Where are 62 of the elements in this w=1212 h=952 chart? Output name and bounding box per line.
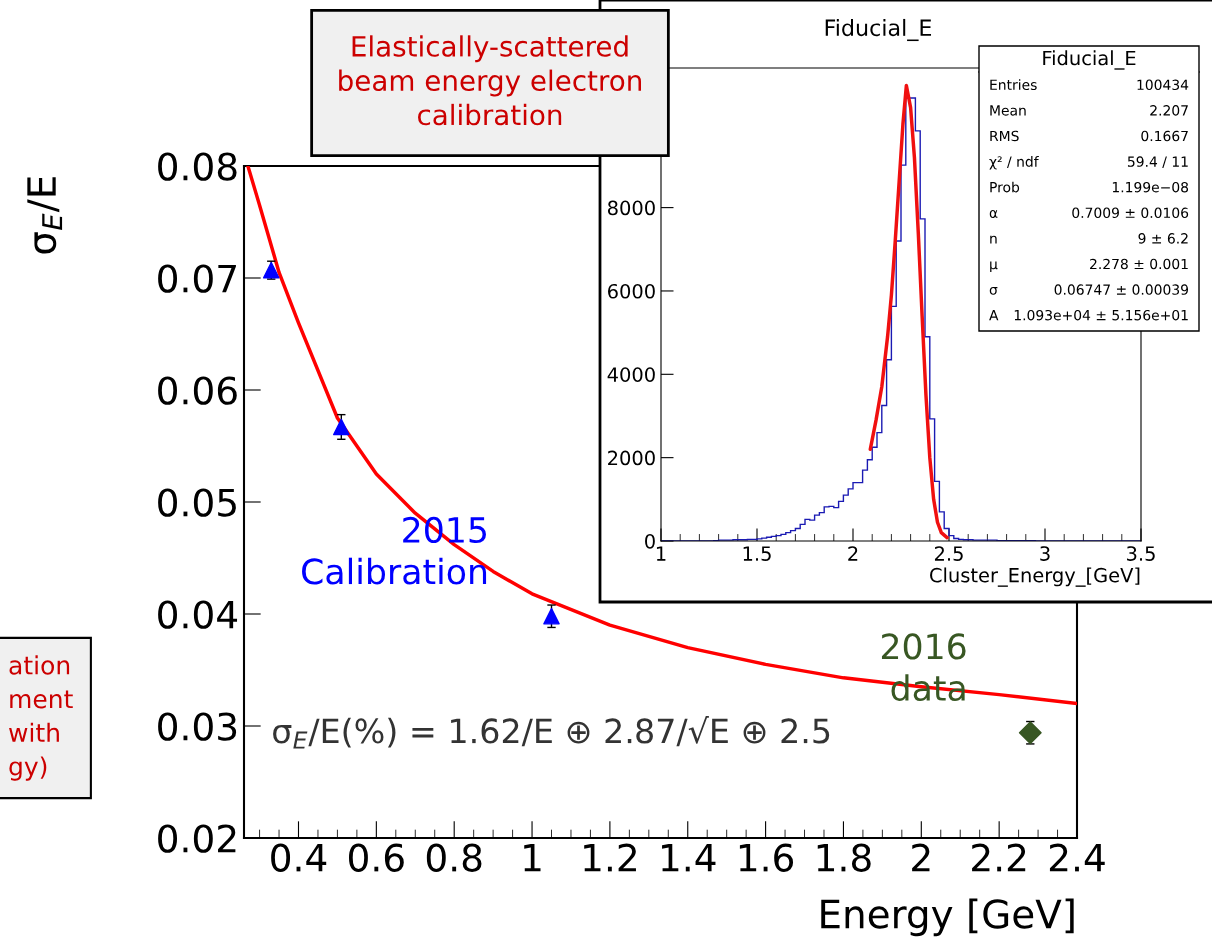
annotation: Mean (990, 105, 1026, 116)
x-tick-label: 1.6 (739, 843, 794, 872)
annotation: σ (989, 287, 998, 295)
x-axis-title: Energy [GeV] (821, 898, 1074, 937)
annotation: RMS (990, 130, 1019, 142)
y-tick-label: 0.04 (158, 600, 238, 629)
x-tick-label: 3.5 (1127, 546, 1155, 561)
y-tick-label: 2000 (608, 450, 655, 466)
x-tick-label: 2.4 (1049, 843, 1105, 872)
annotation: 59.4 / 11 (1127, 156, 1188, 168)
annotation: 2.278 ± 0.001 (1090, 258, 1188, 270)
y-tick-label: 0.05 (158, 488, 236, 517)
y-tick-label: 4000 (607, 367, 655, 382)
chart-title: Fiducial_E (825, 18, 932, 42)
y-tick-label: 0.07 (158, 264, 236, 293)
y-tick-label: 0 (645, 533, 655, 549)
x-tick-label: 1 (656, 546, 666, 561)
line-series (868, 83, 949, 540)
x-axis-title: Cluster_Energy_[GeV] (930, 567, 1140, 587)
text: 2.207 (1150, 105, 1188, 116)
text: Elastically-scattered beam energy electron calibration (339, 35, 641, 126)
point (1018, 721, 1042, 745)
x-tick-label: 0.8 (426, 843, 482, 872)
y-tick-label: 0.06 (158, 376, 237, 405)
annotation: μ (990, 261, 998, 272)
text: ation ment with gy) (9, 655, 73, 781)
annotation: 100434 (1137, 79, 1189, 91)
text: 0.1667 (1141, 130, 1188, 142)
annotation: 0.06747 ± 0.00039 (1054, 284, 1189, 295)
x-tick-label: 2.2 (972, 843, 1026, 872)
annotation: Fiducial_E (1043, 50, 1136, 70)
x-tick-label: 0.6 (349, 843, 404, 872)
annotation: n (990, 235, 997, 244)
x-tick-label: 2 (912, 843, 930, 872)
y-tick-label: 0.02 (158, 824, 236, 853)
x-tick-label: 1.5 (743, 546, 771, 561)
annotation: χ² / ndf (989, 156, 1039, 170)
annotation: σ$_{E}$/E(%) = 1.62/E ⊕ 2.87/√E ⊕ 2.5 (273, 716, 830, 749)
x-tick-label: 3 (1040, 546, 1050, 561)
annotation: 1.093e+04 ± 5.156e+01 (1014, 309, 1188, 321)
y-tick-label: 0.03 (158, 712, 237, 741)
point (543, 607, 560, 625)
x-tick-label: 0.4 (271, 843, 327, 872)
x-tick-label: 1 (524, 844, 541, 872)
x-tick-label: 1.8 (817, 843, 871, 872)
point (333, 418, 350, 436)
annotation: α (989, 210, 998, 218)
point (262, 261, 280, 279)
x-tick-label: 2 (848, 546, 858, 561)
y-tick-label: 8000 (607, 200, 655, 216)
x-tick-label: 1.2 (584, 843, 636, 872)
x-tick-label: 1.4 (662, 844, 716, 872)
annotation: 0.7009 ± 0.0106 (1072, 207, 1189, 219)
annotation: A (989, 310, 999, 321)
y-tick-label: 0.08 (158, 152, 237, 181)
y-tick-label: 6000 (608, 283, 655, 299)
y-axis-title: σ$_{E}$/E (27, 177, 63, 254)
x-tick-label: 2.5 (934, 546, 963, 561)
annotation: Prob (990, 181, 1020, 193)
annotation: 1.199e−08 (1112, 181, 1189, 193)
annotation: Entries (990, 79, 1037, 91)
annotation: 9 ± 6.2 (1138, 233, 1188, 244)
